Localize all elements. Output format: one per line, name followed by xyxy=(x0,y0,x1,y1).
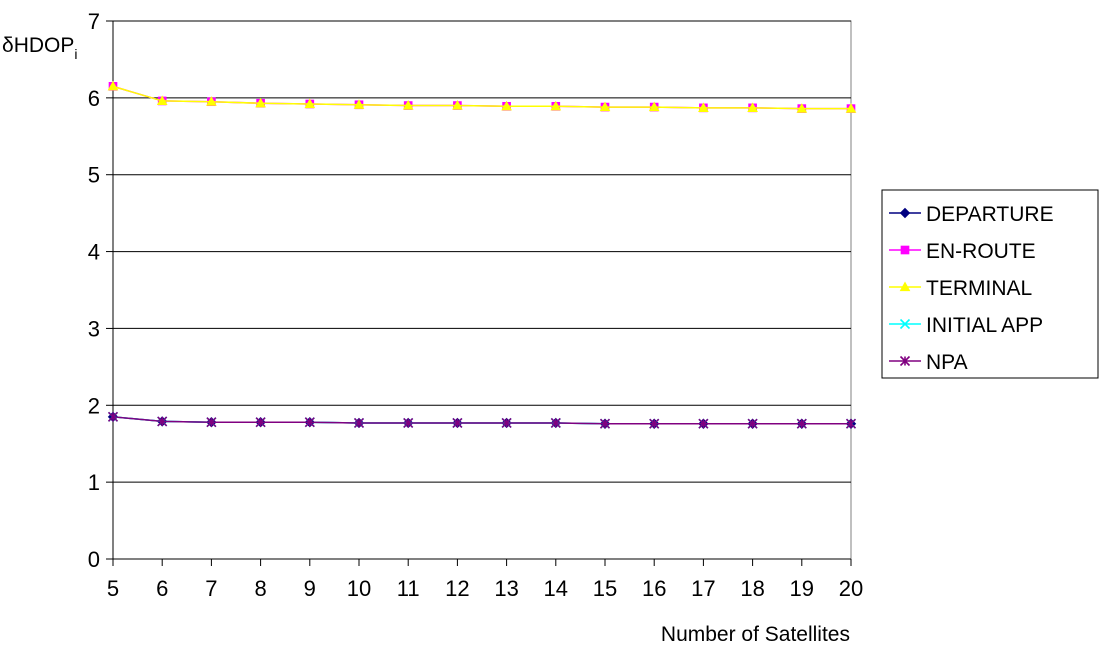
data-point-npa xyxy=(796,418,807,429)
data-point-terminal xyxy=(747,102,758,112)
legend-label: NPA xyxy=(926,351,968,374)
data-point-npa xyxy=(845,418,857,429)
legend-label: INITIAL APP xyxy=(926,314,1043,337)
y-axis-title-subscript: i xyxy=(74,46,77,62)
x-tick-label: 18 xyxy=(740,576,764,601)
x-tick-label: 14 xyxy=(544,576,568,601)
data-point-terminal xyxy=(255,97,266,108)
x-tick-label: 5 xyxy=(107,576,119,601)
legend-item: TERMINAL xyxy=(889,277,1032,300)
data-point-terminal xyxy=(648,101,660,112)
y-tick-label: 4 xyxy=(88,240,100,265)
y-axis-title-text: δHDOPi xyxy=(2,34,78,62)
data-point-terminal xyxy=(402,100,414,110)
data-point-npa xyxy=(550,417,561,429)
legend-label: EN-ROUTE xyxy=(926,240,1036,263)
legend-swatch-marker xyxy=(899,355,911,367)
data-point-npa xyxy=(403,417,414,429)
x-tick-label: 17 xyxy=(691,576,715,601)
x-tick-label: 11 xyxy=(397,576,420,601)
y-tick-label: 3 xyxy=(88,316,100,341)
y-tick-label: 0 xyxy=(88,547,100,572)
data-point-npa xyxy=(747,418,758,429)
x-tick-label: 7 xyxy=(205,576,217,601)
y-tick-label: 7 xyxy=(88,9,100,34)
legend-items: DEPARTURE EN-ROUTE TERMINAL INITIAL APP NPA xyxy=(889,203,1054,374)
legend-swatch-marker xyxy=(900,245,910,255)
x-tick-label: 8 xyxy=(254,576,266,601)
series-line-npa xyxy=(112,416,851,425)
data-point-npa xyxy=(206,417,217,428)
series-line-terminal xyxy=(112,85,851,110)
data-point-terminal xyxy=(796,103,808,113)
y-tick-label: 5 xyxy=(88,163,100,188)
y-axis-title-main: δHDOP xyxy=(2,34,74,57)
x-tick-label: 10 xyxy=(347,576,371,601)
legend-swatch-marker xyxy=(899,318,911,330)
data-point-terminal xyxy=(550,100,562,111)
data-point-terminal xyxy=(206,96,217,106)
x-tick-label: 20 xyxy=(839,576,863,601)
legend-item: INITIAL APP xyxy=(889,314,1043,337)
y-tick-label: 6 xyxy=(88,86,100,111)
data-point-terminal xyxy=(698,102,709,112)
data-point-npa xyxy=(255,417,266,428)
series-departure xyxy=(107,411,857,429)
x-tick-label: 9 xyxy=(304,576,316,601)
data-point-npa xyxy=(599,418,611,429)
y-axis-title: δHDOPi xyxy=(2,34,78,62)
legend-swatch-marker xyxy=(899,281,911,292)
legend-swatch-marker xyxy=(899,207,911,219)
data-point-terminal xyxy=(156,95,168,106)
data-point-npa xyxy=(353,417,365,429)
data-point-terminal xyxy=(353,99,365,109)
data-point-terminal xyxy=(599,101,611,112)
legend-label: TERMINAL xyxy=(926,277,1032,300)
data-point-terminal xyxy=(452,100,463,110)
data-point-npa xyxy=(452,417,463,429)
x-tick-label: 12 xyxy=(445,576,469,601)
legend-item: EN-ROUTE xyxy=(889,240,1036,263)
series-terminal xyxy=(107,80,857,113)
data-point-npa xyxy=(304,417,315,428)
data-point-npa xyxy=(107,411,119,422)
data-point-npa xyxy=(649,418,660,429)
data-point-npa xyxy=(501,417,512,429)
legend-frame xyxy=(881,189,1099,379)
data-point-terminal xyxy=(107,80,119,91)
y-tick-label: 1 xyxy=(88,470,100,495)
series-npa xyxy=(107,411,857,429)
x-axis-title: Number of Satellites xyxy=(661,623,850,646)
x-tick-label: 6 xyxy=(156,576,168,601)
series-layer xyxy=(107,80,857,429)
legend-item: DEPARTURE xyxy=(889,203,1054,226)
x-tick-label: 16 xyxy=(642,576,666,601)
data-point-terminal xyxy=(501,100,512,111)
legend-item: NPA xyxy=(889,351,968,374)
legend: DEPARTURE EN-ROUTE TERMINAL INITIAL APP NPA xyxy=(881,189,1099,379)
legend-label: DEPARTURE xyxy=(926,203,1054,226)
data-point-terminal xyxy=(845,103,857,113)
data-point-npa xyxy=(698,418,709,429)
y-tick-label: 2 xyxy=(88,393,100,418)
series-initial-app xyxy=(107,411,857,429)
x-tick-label: 15 xyxy=(593,576,617,601)
x-tick-label: 13 xyxy=(494,576,518,601)
x-tick-label: 19 xyxy=(790,576,814,601)
data-point-npa xyxy=(157,416,168,427)
data-point-terminal xyxy=(304,98,316,109)
